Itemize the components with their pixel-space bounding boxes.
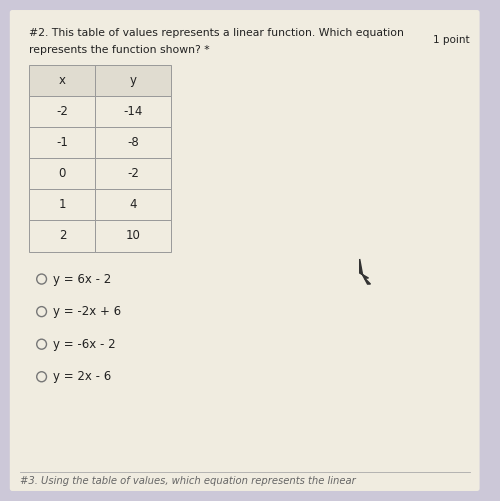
Polygon shape bbox=[360, 259, 370, 284]
Bar bbox=[96, 158, 172, 189]
Text: y = -6x - 2: y = -6x - 2 bbox=[53, 338, 116, 351]
Bar bbox=[30, 65, 96, 96]
Text: 1 point: 1 point bbox=[433, 35, 470, 45]
Text: 0: 0 bbox=[58, 167, 66, 180]
Bar bbox=[30, 189, 96, 220]
Text: y = -2x + 6: y = -2x + 6 bbox=[53, 305, 121, 318]
Text: #3. Using the table of values, which equation represents the linear: #3. Using the table of values, which equ… bbox=[20, 476, 355, 486]
Bar bbox=[96, 127, 172, 158]
Text: 4: 4 bbox=[130, 198, 137, 211]
Bar bbox=[30, 127, 96, 158]
Bar bbox=[30, 96, 96, 127]
FancyBboxPatch shape bbox=[10, 10, 480, 491]
Text: y = 2x - 6: y = 2x - 6 bbox=[53, 370, 111, 383]
Text: #2. This table of values represents a linear function. Which equation: #2. This table of values represents a li… bbox=[30, 28, 404, 38]
Text: y = 6x - 2: y = 6x - 2 bbox=[53, 273, 111, 286]
Text: -2: -2 bbox=[128, 167, 140, 180]
Text: -2: -2 bbox=[56, 105, 68, 118]
Bar bbox=[96, 96, 172, 127]
Text: y: y bbox=[130, 74, 137, 87]
Text: 2: 2 bbox=[58, 229, 66, 242]
Bar bbox=[30, 220, 96, 252]
Bar bbox=[96, 189, 172, 220]
Text: 10: 10 bbox=[126, 229, 141, 242]
Text: x: x bbox=[59, 74, 66, 87]
Text: -8: -8 bbox=[128, 136, 139, 149]
Text: 1: 1 bbox=[58, 198, 66, 211]
Bar bbox=[96, 220, 172, 252]
Bar bbox=[30, 158, 96, 189]
Text: represents the function shown? *: represents the function shown? * bbox=[30, 45, 210, 55]
Text: -14: -14 bbox=[124, 105, 143, 118]
Bar bbox=[96, 65, 172, 96]
Text: -1: -1 bbox=[56, 136, 68, 149]
